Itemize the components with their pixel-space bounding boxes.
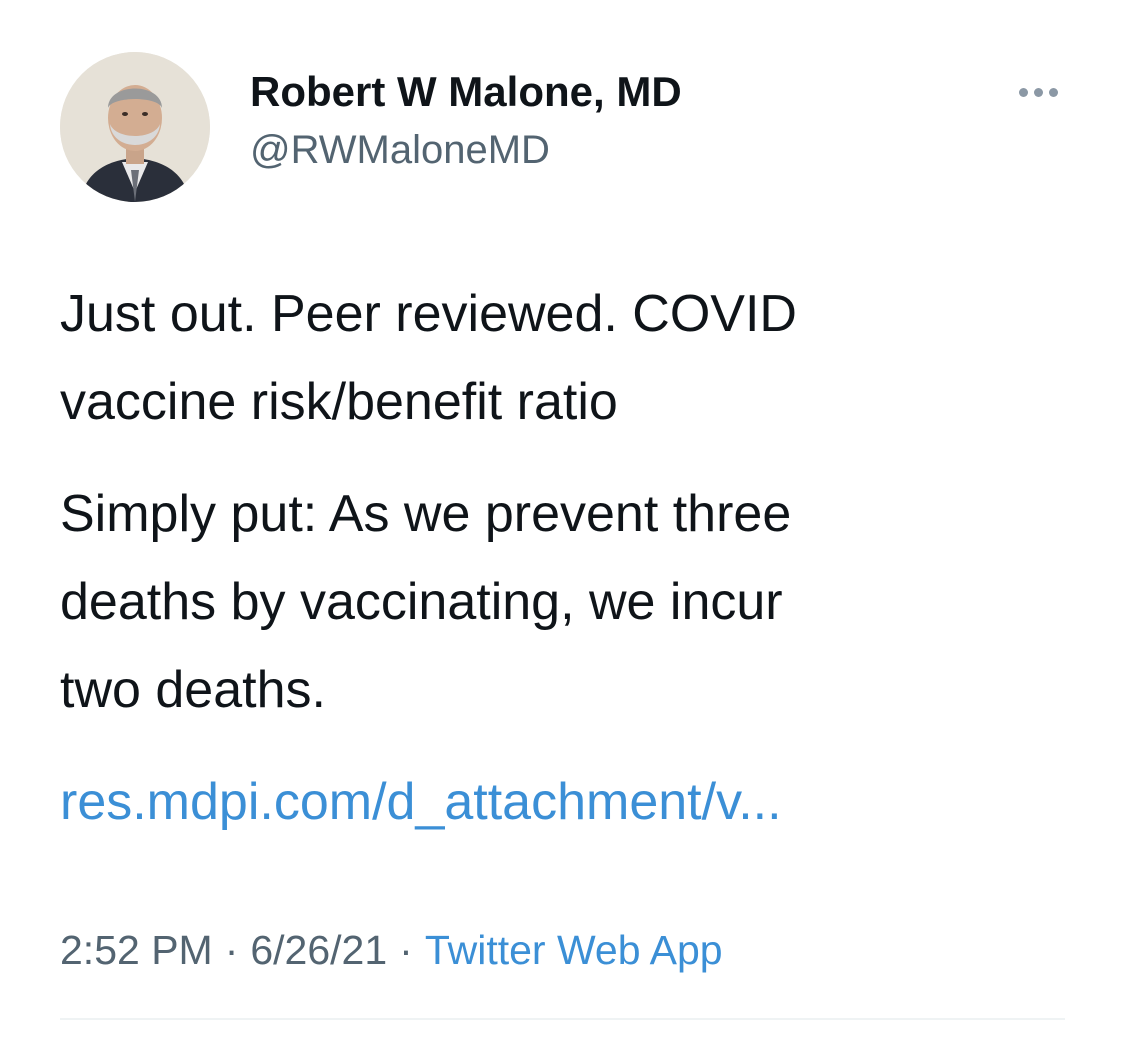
tweet-paragraph: Simply put: As we prevent three deaths by…	[60, 470, 791, 734]
tweet-line: Simply put: As we prevent three	[60, 485, 792, 543]
tweet-link[interactable]: res.mdpi.com/d_attachment/v...	[60, 773, 782, 831]
more-horizontal-icon	[1018, 87, 1028, 97]
meta-separator: ·	[224, 927, 239, 973]
tweet-paragraph: Just out. Peer reviewed. COVID vaccine ri…	[60, 270, 797, 446]
author-handle[interactable]: @RWMaloneMD	[250, 128, 550, 172]
more-horizontal-icon-dot	[1048, 87, 1058, 97]
tweet-source-link[interactable]: Twitter Web App	[424, 927, 723, 973]
tweet-date[interactable]: 6/26/21	[250, 927, 388, 973]
meta-separator: ·	[399, 927, 413, 973]
more-options-button[interactable]	[1008, 72, 1068, 112]
tweet-time[interactable]: 2:52 PM	[60, 927, 213, 973]
tweet-line: two deaths.	[60, 661, 326, 719]
author-display-name[interactable]: Robert W Malone, MD	[250, 68, 682, 115]
tweet-line: deaths by vaccinating, we incur	[60, 573, 783, 631]
tweet-meta: 2:52 PM · 6/26/21 · Twitter Web App	[60, 922, 723, 978]
tweet-line: vaccine risk/benefit ratio	[60, 373, 618, 431]
avatar[interactable]	[60, 52, 210, 202]
tweet-line: Just out. Peer reviewed. COVID	[60, 285, 797, 343]
more-horizontal-icon-dot	[1033, 87, 1043, 97]
divider	[60, 1018, 1065, 1020]
avatar-portrait	[60, 52, 210, 202]
